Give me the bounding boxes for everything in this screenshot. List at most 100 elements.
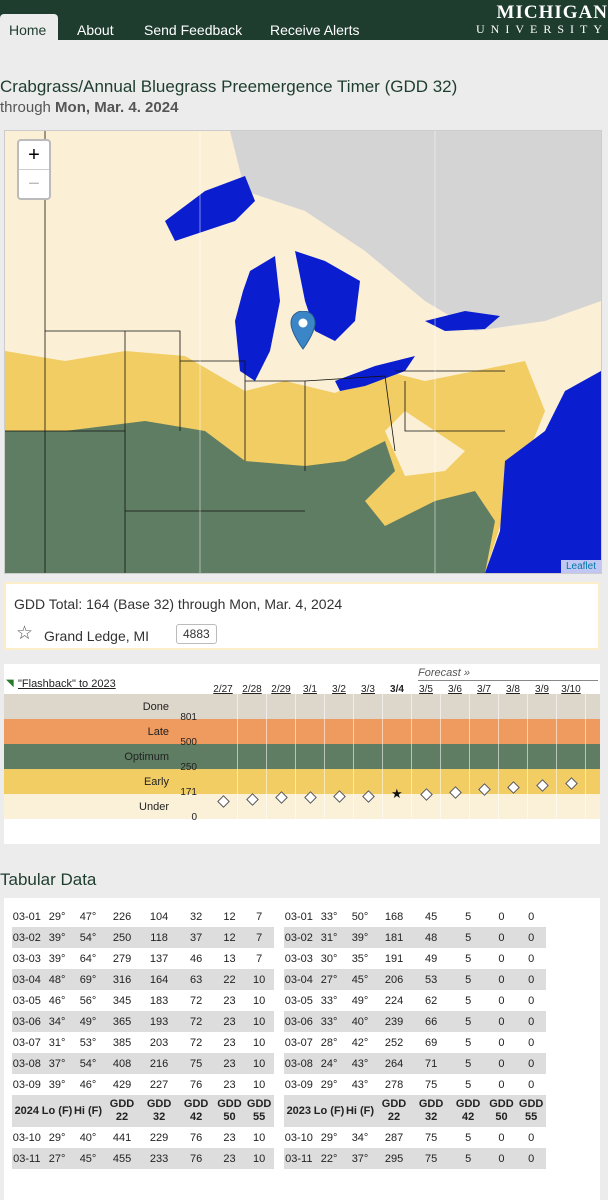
table-cell: 33°	[320, 910, 338, 923]
table-cell: 206	[375, 969, 413, 990]
table-cell: 75	[177, 1053, 215, 1074]
table-row: 03-06 34° 49° 365 193 72 23 10	[12, 1011, 274, 1032]
zoom-in-button[interactable]: +	[19, 141, 49, 170]
nav-receive-alerts-link[interactable]: Receive Alerts	[270, 22, 360, 38]
table-cell: 34°	[351, 1131, 369, 1144]
table-cell: 03-02	[284, 927, 314, 948]
table-cell: 0	[516, 969, 546, 990]
timeline-date-3-1[interactable]: 3/1	[303, 684, 317, 695]
table-cell: 03-07	[12, 1036, 41, 1049]
zoom-out-button[interactable]: −	[28, 173, 40, 195]
threshold-label-0: 0	[191, 812, 197, 823]
table-cell: 0	[486, 927, 517, 948]
table-cell: 30°	[320, 952, 338, 965]
top-nav-bar: Home About Send Feedback Receive Alerts …	[0, 0, 608, 40]
table-cell: 72	[190, 1036, 203, 1049]
table-2024: 03-01 29° 47° 226 104 32 12 7 03-02 39° 54° 250 118 3…	[12, 906, 274, 1169]
leaflet-attribution-link[interactable]: Leaflet	[560, 560, 601, 573]
timeline-date-3-3[interactable]: 3/3	[361, 684, 375, 695]
table-cell: 12	[214, 927, 245, 948]
table-cell: 279	[112, 952, 132, 965]
table-cell: 168	[384, 910, 404, 923]
table-cell: 229	[149, 1131, 169, 1144]
table-cell: 46°	[48, 994, 66, 1007]
band-label-under: Under	[139, 801, 169, 813]
table-cell: 118	[140, 927, 178, 948]
page-title: Crabgrass/Annual Bluegrass Preemergence …	[0, 77, 458, 96]
timeline-date-3-10[interactable]: 3/10	[561, 684, 581, 695]
timeline-date-3-4: 3/4	[390, 684, 404, 695]
table-cell: 5	[465, 994, 472, 1007]
flashback-link[interactable]: "Flashback" to 2023	[18, 678, 116, 690]
location-name: Grand Ledge, MI	[44, 628, 150, 644]
table-cell: 2024	[12, 1095, 42, 1127]
nav-about-link[interactable]: About	[77, 22, 114, 38]
table-cell: 43°	[351, 1078, 369, 1091]
gdd-map[interactable]: + − Leaflet	[4, 130, 602, 574]
timeline-date-3-8[interactable]: 3/8	[506, 684, 520, 695]
table-cell: 42°	[351, 1036, 369, 1049]
timeline-date-2-29[interactable]: 2/29	[271, 684, 291, 695]
table-cell: 50°	[351, 910, 369, 923]
gdd-summary-box: GDD Total: 164 (Base 32) through Mon, Ma…	[4, 582, 600, 650]
table-cell: 203	[149, 1036, 169, 1049]
threshold-label-801: 801	[180, 712, 197, 723]
location-id-badge[interactable]: 4883	[176, 624, 217, 644]
table-cell: 10	[244, 1053, 274, 1074]
brand-logo-subtitle: UNIVERSITY	[476, 22, 608, 36]
table-cell: 137	[149, 952, 169, 965]
table-cell: 03-11	[12, 1148, 42, 1169]
table-cell: Hi (F)	[72, 1095, 104, 1127]
table-cell: 33°	[320, 994, 338, 1007]
table-cell: 46°	[79, 1078, 97, 1091]
table-row: 03-05 46° 56° 345 183 72 23 10	[12, 990, 274, 1011]
timeline-date-2-27[interactable]: 2/27	[213, 684, 233, 695]
table-cell: 250	[103, 927, 141, 948]
table-cell: 0	[528, 1131, 535, 1144]
nav-home-tab[interactable]: Home	[0, 14, 58, 40]
table-cell: 53°	[79, 1036, 97, 1049]
table-cell: 03-01	[284, 910, 313, 923]
table-cell: 10	[253, 994, 266, 1007]
table-cell: 2023	[284, 1095, 314, 1127]
star-outline-icon[interactable]: ☆	[16, 623, 34, 644]
table-cell: 287	[384, 1131, 404, 1144]
timeline-date-3-9[interactable]: 3/9	[535, 684, 549, 695]
timeline-date-2-28[interactable]: 2/28	[242, 684, 262, 695]
table-cell: 316	[103, 969, 141, 990]
timeline-date-3-6[interactable]: 3/6	[448, 684, 462, 695]
table-cell: 5	[465, 1078, 472, 1091]
brand-logo[interactable]: MICHIGAN	[496, 2, 608, 23]
timeline-date-3-7[interactable]: 3/7	[477, 684, 491, 695]
table-cell: 48	[412, 927, 450, 948]
threshold-label-500: 500	[180, 737, 197, 748]
table-cell: 7	[244, 927, 274, 948]
timeline-gridline	[556, 694, 557, 819]
table-cell: 22°	[313, 1148, 345, 1169]
table-cell: 226	[112, 910, 132, 923]
today-star-marker[interactable]: ★	[391, 786, 403, 802]
table-cell: 104	[149, 910, 169, 923]
table-cell: 49°	[72, 1011, 104, 1032]
nav-send-feedback-link[interactable]: Send Feedback	[144, 22, 243, 38]
table-cell: 53	[412, 969, 450, 990]
table-cell: 10	[244, 1011, 274, 1032]
table-cell: 03-03	[12, 952, 41, 965]
table-cell: 7	[256, 910, 263, 923]
table-cell: 03-10	[12, 1131, 41, 1144]
timeline-date-3-2[interactable]: 3/2	[332, 684, 346, 695]
table-cell: 239	[375, 1011, 413, 1032]
timeline-gridline	[324, 694, 325, 819]
table-cell: 5	[449, 969, 487, 990]
table-cell: 62	[424, 994, 438, 1007]
table-cell: 191	[384, 952, 404, 965]
table-cell: 76	[190, 1131, 203, 1144]
table-cell: 5	[449, 1053, 487, 1074]
band-label-done: Done	[142, 701, 169, 713]
table-cell: 37°	[41, 1053, 73, 1074]
table-cell: 385	[112, 1036, 132, 1049]
forecast-link[interactable]: Forecast »	[418, 667, 470, 679]
table-cell: 48°	[41, 969, 73, 990]
map-pin-icon[interactable]	[290, 311, 316, 351]
timeline-date-3-5[interactable]: 3/5	[419, 684, 433, 695]
